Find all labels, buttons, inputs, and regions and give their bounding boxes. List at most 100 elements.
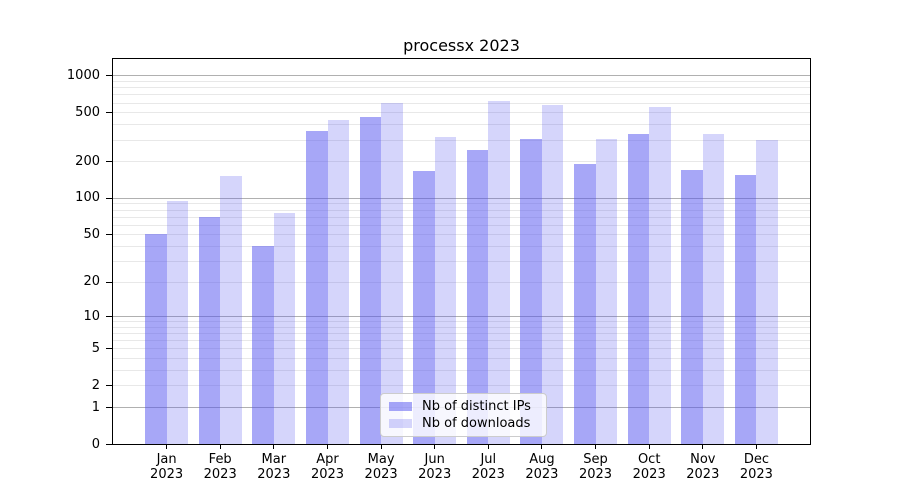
y-gridline-minor [113, 216, 810, 218]
legend-label-distinct-ips: Nb of distinct IPs [422, 399, 531, 414]
gridlines-layer [113, 59, 810, 444]
x-tick-mark [648, 445, 650, 449]
x-tick-mark [755, 445, 757, 449]
y-tick-mark [106, 316, 112, 318]
x-tick-mark [166, 445, 168, 449]
y-gridline-minor [113, 326, 810, 328]
y-tick-label-1000: 1000 [66, 67, 100, 83]
y-gridline-minor [113, 124, 810, 126]
bar-distinct-ips-dec [734, 174, 757, 444]
y-tick-mark [106, 75, 112, 77]
y-tick-mark [106, 281, 112, 283]
bar-downloads-jul [488, 100, 510, 444]
y-tick-mark [106, 161, 112, 162]
bar-downloads-dec [756, 140, 778, 444]
x-tick-label-jul: Jul 2023 [471, 452, 505, 482]
x-tick-label-apr: Apr 2023 [310, 452, 345, 482]
bar-downloads-oct [649, 106, 671, 444]
x-tick-label-dec: Dec 2023 [739, 452, 773, 482]
x-tick-mark [541, 445, 543, 449]
y-tick-label-50: 50 [83, 226, 100, 242]
x-tick-label-jun: Jun 2023 [418, 452, 452, 482]
bar-distinct-ips-mar [252, 245, 274, 444]
bar-downloads-jun [434, 136, 457, 444]
y-tick-label-10: 10 [83, 308, 100, 324]
bar-distinct-ips-aug [520, 138, 542, 444]
x-tick-mark [595, 445, 596, 449]
y-tick-mark [106, 444, 112, 445]
y-gridline-minor [113, 245, 810, 247]
y-gridline-minor [113, 385, 810, 387]
y-tick-mark [106, 112, 112, 114]
legend-swatch-distinct-ips [389, 402, 412, 411]
y-tick-mark [106, 385, 112, 387]
x-tick-label-aug: Aug 2023 [525, 452, 559, 482]
x-tick-mark [327, 445, 328, 449]
legend: Nb of distinct IPs Nb of downloads [380, 393, 547, 437]
y-tick-label-0: 0 [91, 436, 100, 452]
y-tick-label-5: 5 [91, 340, 100, 356]
y-gridline-minor [113, 348, 810, 350]
bar-downloads-may [381, 102, 403, 444]
y-gridline-minor [113, 234, 810, 236]
legend-item-downloads: Nb of downloads [389, 416, 538, 431]
y-gridline-minor [113, 260, 810, 262]
y-tick-label-2: 2 [91, 377, 100, 393]
y-tick-mark [106, 407, 112, 408]
y-axis-labels: 0 1 2 5 10 20 50 100 200 500 1000 [0, 59, 104, 452]
x-tick-mark [380, 445, 382, 449]
y-gridline-minor [113, 94, 810, 96]
bar-distinct-ips-feb [198, 216, 221, 444]
bar-downloads-feb [220, 175, 242, 444]
bar-distinct-ips-jul [466, 150, 489, 444]
x-tick-label-sep: Sep 2023 [578, 452, 613, 482]
legend-item-distinct-ips: Nb of distinct IPs [389, 399, 538, 414]
y-tick-label-1: 1 [91, 399, 100, 415]
plot-area: Nb of distinct IPs Nb of downloads [112, 58, 811, 445]
y-tick-mark [106, 348, 112, 350]
x-tick-mark [434, 445, 436, 449]
legend-label-downloads: Nb of downloads [422, 416, 531, 431]
y-tick-mark [106, 197, 112, 199]
bar-distinct-ips-jun [413, 171, 435, 444]
bar-distinct-ips-may [359, 116, 382, 444]
bar-downloads-aug [541, 105, 564, 444]
x-tick-label-jan: Jan 2023 [150, 452, 184, 482]
y-gridline-major [113, 316, 810, 318]
bar-distinct-ips-jan [145, 234, 167, 444]
y-gridline-minor [113, 370, 810, 371]
legend-swatch-downloads [389, 419, 412, 428]
y-tick-label-500: 500 [75, 104, 100, 120]
y-gridline-minor [113, 203, 810, 205]
bar-downloads-jan [166, 200, 189, 444]
y-gridline-minor [113, 112, 810, 114]
y-tick-label-20: 20 [83, 274, 100, 290]
y-gridline-minor [113, 321, 810, 323]
bar-distinct-ips-apr [306, 131, 328, 444]
bar-downloads-apr [327, 120, 349, 444]
x-tick-mark [702, 445, 704, 449]
x-tick-label-feb: Feb 2023 [203, 452, 237, 482]
x-tick-label-mar: Mar 2023 [257, 452, 291, 482]
y-gridline-minor [113, 102, 810, 104]
x-tick-mark [487, 445, 489, 449]
bar-distinct-ips-sep [574, 163, 596, 444]
y-gridline-minor [113, 224, 810, 226]
bar-downloads-nov [702, 134, 725, 444]
bar-downloads-sep [595, 138, 617, 444]
x-tick-label-nov: Nov 2023 [686, 452, 720, 482]
y-gridline-minor [113, 81, 810, 82]
y-gridline-minor [113, 358, 810, 360]
y-gridline-minor [113, 209, 810, 211]
chart-title: processx 2023 [403, 36, 520, 55]
y-tick-label-200: 200 [75, 153, 100, 169]
y-gridline-minor [113, 139, 810, 141]
x-tick-mark [219, 445, 221, 449]
y-gridline-major [113, 75, 810, 77]
bar-distinct-ips-nov [681, 170, 703, 444]
x-tick-label-may: May 2023 [364, 452, 398, 482]
y-gridline-minor [113, 340, 810, 342]
bar-distinct-ips-oct [627, 134, 650, 444]
y-gridline-minor [113, 161, 810, 162]
